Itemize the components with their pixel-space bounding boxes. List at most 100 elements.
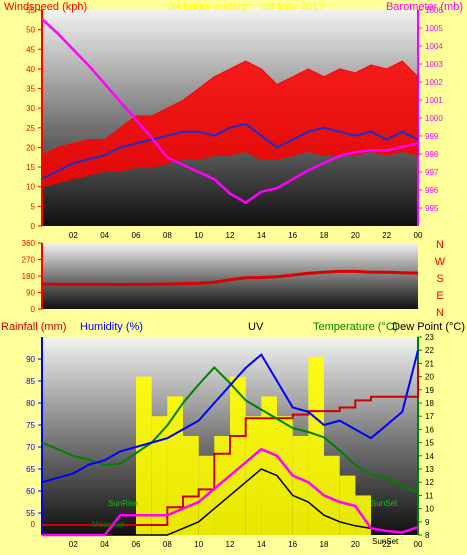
baro-ytick-label: 1002	[425, 78, 443, 87]
temp-ytick-label: 8	[425, 531, 430, 540]
humidity-axis-label: Humidity (%)	[80, 321, 143, 333]
baro-ytick-label: 995	[425, 204, 439, 213]
temp-ytick-label: 14	[425, 452, 434, 461]
rain-xtick-label: 12	[226, 540, 235, 549]
wind-avg-line	[41, 122, 419, 180]
rain-xtick-label: 18	[320, 540, 329, 549]
compass-label: W	[435, 256, 446, 268]
dir-ytick-label: 270	[22, 256, 36, 265]
compass-label: N	[436, 239, 444, 251]
rain-xtick-label: 20	[351, 540, 360, 549]
rain-xtick-label: 16	[288, 540, 297, 549]
baro-ytick-label: 1003	[425, 60, 443, 69]
wind-direction-line	[42, 269, 419, 287]
sunrise-annotation: SunRise	[108, 499, 139, 508]
compass-label: E	[436, 290, 443, 302]
temp-ytick-label: 10	[425, 505, 434, 514]
wind-xtick-label: 04	[100, 231, 109, 240]
uv-axis-label: UV	[248, 321, 264, 333]
rain-xtick-label: 00	[414, 540, 423, 549]
wind-xtick-label: 02	[69, 231, 78, 240]
chart-title-prefix: 24 hours ending:	[168, 1, 250, 13]
temp-ytick-label: 23	[425, 333, 434, 342]
wind-ytick-label: 15	[26, 163, 35, 172]
temp-ytick-label: 16	[425, 425, 434, 434]
wind-ytick-label: 35	[26, 85, 35, 94]
wind-ytick-label: 20	[26, 143, 35, 152]
baro-ytick-label: 1006	[425, 6, 443, 15]
compass-label: N	[436, 307, 444, 319]
wind-ytick-label: 50	[26, 26, 35, 35]
humidity-ytick-label: 65	[26, 465, 35, 474]
wind-ytick-label: 45	[26, 45, 35, 54]
rainfall-line	[42, 364, 419, 526]
wind-ytick-label: 55	[26, 6, 35, 15]
temp-ytick-label: 18	[425, 399, 434, 408]
rain-ytick-label: 0	[31, 520, 36, 529]
wind-gust-line	[41, 60, 419, 156]
baro-ytick-label: 1000	[425, 114, 443, 123]
humidity-line	[41, 349, 419, 484]
rain-xtick-label: 04	[100, 540, 109, 549]
wind-xtick-label: 18	[320, 231, 329, 240]
rain-xtick-label: 08	[163, 540, 172, 549]
rain-xtick-label: 10	[194, 540, 203, 549]
wind-ytick-label: 0	[31, 222, 36, 231]
wind-ytick-label: 40	[26, 65, 35, 74]
uv-bar	[230, 376, 246, 535]
rainfall-axis-label: Rainfall (mm)	[1, 321, 66, 333]
temp-ytick-label: 22	[425, 346, 434, 355]
chart-title: 28 Nov 2017	[262, 1, 324, 13]
baro-ytick-label: 1005	[425, 24, 443, 33]
temperature-axis-label: Temperature (°C)	[313, 321, 397, 333]
wind-xtick-label: 14	[257, 231, 266, 240]
dir-ytick-label: 90	[26, 289, 35, 298]
wind-ytick-label: 10	[26, 183, 35, 192]
baro-ytick-label: 997	[425, 168, 439, 177]
dir-ytick-label: 360	[22, 239, 36, 248]
indoor-temp-line	[42, 447, 419, 537]
wind-xtick-label: 08	[163, 231, 172, 240]
wind-xtick-label: 16	[288, 231, 297, 240]
baro-ytick-label: 1004	[425, 42, 443, 51]
wind-xtick-label: 00	[414, 231, 423, 240]
uv-bar	[214, 436, 230, 535]
uv-bar	[308, 356, 324, 535]
wind-ytick-label: 25	[26, 124, 35, 133]
temp-ytick-label: 11	[425, 491, 434, 500]
uv-bar	[136, 376, 152, 535]
humidity-ytick-label: 70	[26, 443, 35, 452]
uv-bar	[324, 455, 340, 535]
rain-xtick-label: 02	[69, 540, 78, 549]
wind-xtick-label: 10	[194, 231, 203, 240]
temp-ytick-label: 21	[425, 359, 434, 368]
temperature-line	[41, 365, 419, 494]
humidity-ytick-label: 55	[26, 509, 35, 518]
baro-ytick-label: 996	[425, 186, 439, 195]
humidity-ytick-label: 90	[26, 355, 35, 364]
baro-ytick-label: 1001	[425, 96, 443, 105]
wind-xtick-label: 20	[351, 231, 360, 240]
dir-ytick-label: 0	[31, 305, 36, 314]
barometer-axis-label: Barometer (mb)	[386, 1, 463, 13]
rain-xtick-label: 14	[257, 540, 266, 549]
wind-ytick-label: 30	[26, 104, 35, 113]
barometer-line	[41, 18, 419, 205]
uv-bar	[277, 416, 293, 535]
temp-ytick-label: 17	[425, 412, 434, 421]
uv-bar	[151, 416, 168, 535]
temp-ytick-label: 15	[425, 439, 434, 448]
temp-ytick-label: 9	[425, 518, 430, 527]
wind-dir-plot-area	[42, 243, 418, 309]
uv-bar	[183, 436, 199, 535]
uv-bar	[292, 436, 309, 535]
dir-ytick-label: 180	[22, 272, 36, 281]
baro-ytick-label: 998	[425, 150, 439, 159]
sunset-annotation: SunSet	[371, 499, 398, 508]
rain-xtick-label: 06	[132, 540, 141, 549]
wind-xtick-label: 22	[382, 231, 391, 240]
humidity-ytick-label: 75	[26, 421, 35, 430]
humidity-ytick-label: 85	[26, 377, 35, 386]
dewpoint-axis-label: Dew Point (°C)	[392, 321, 465, 333]
